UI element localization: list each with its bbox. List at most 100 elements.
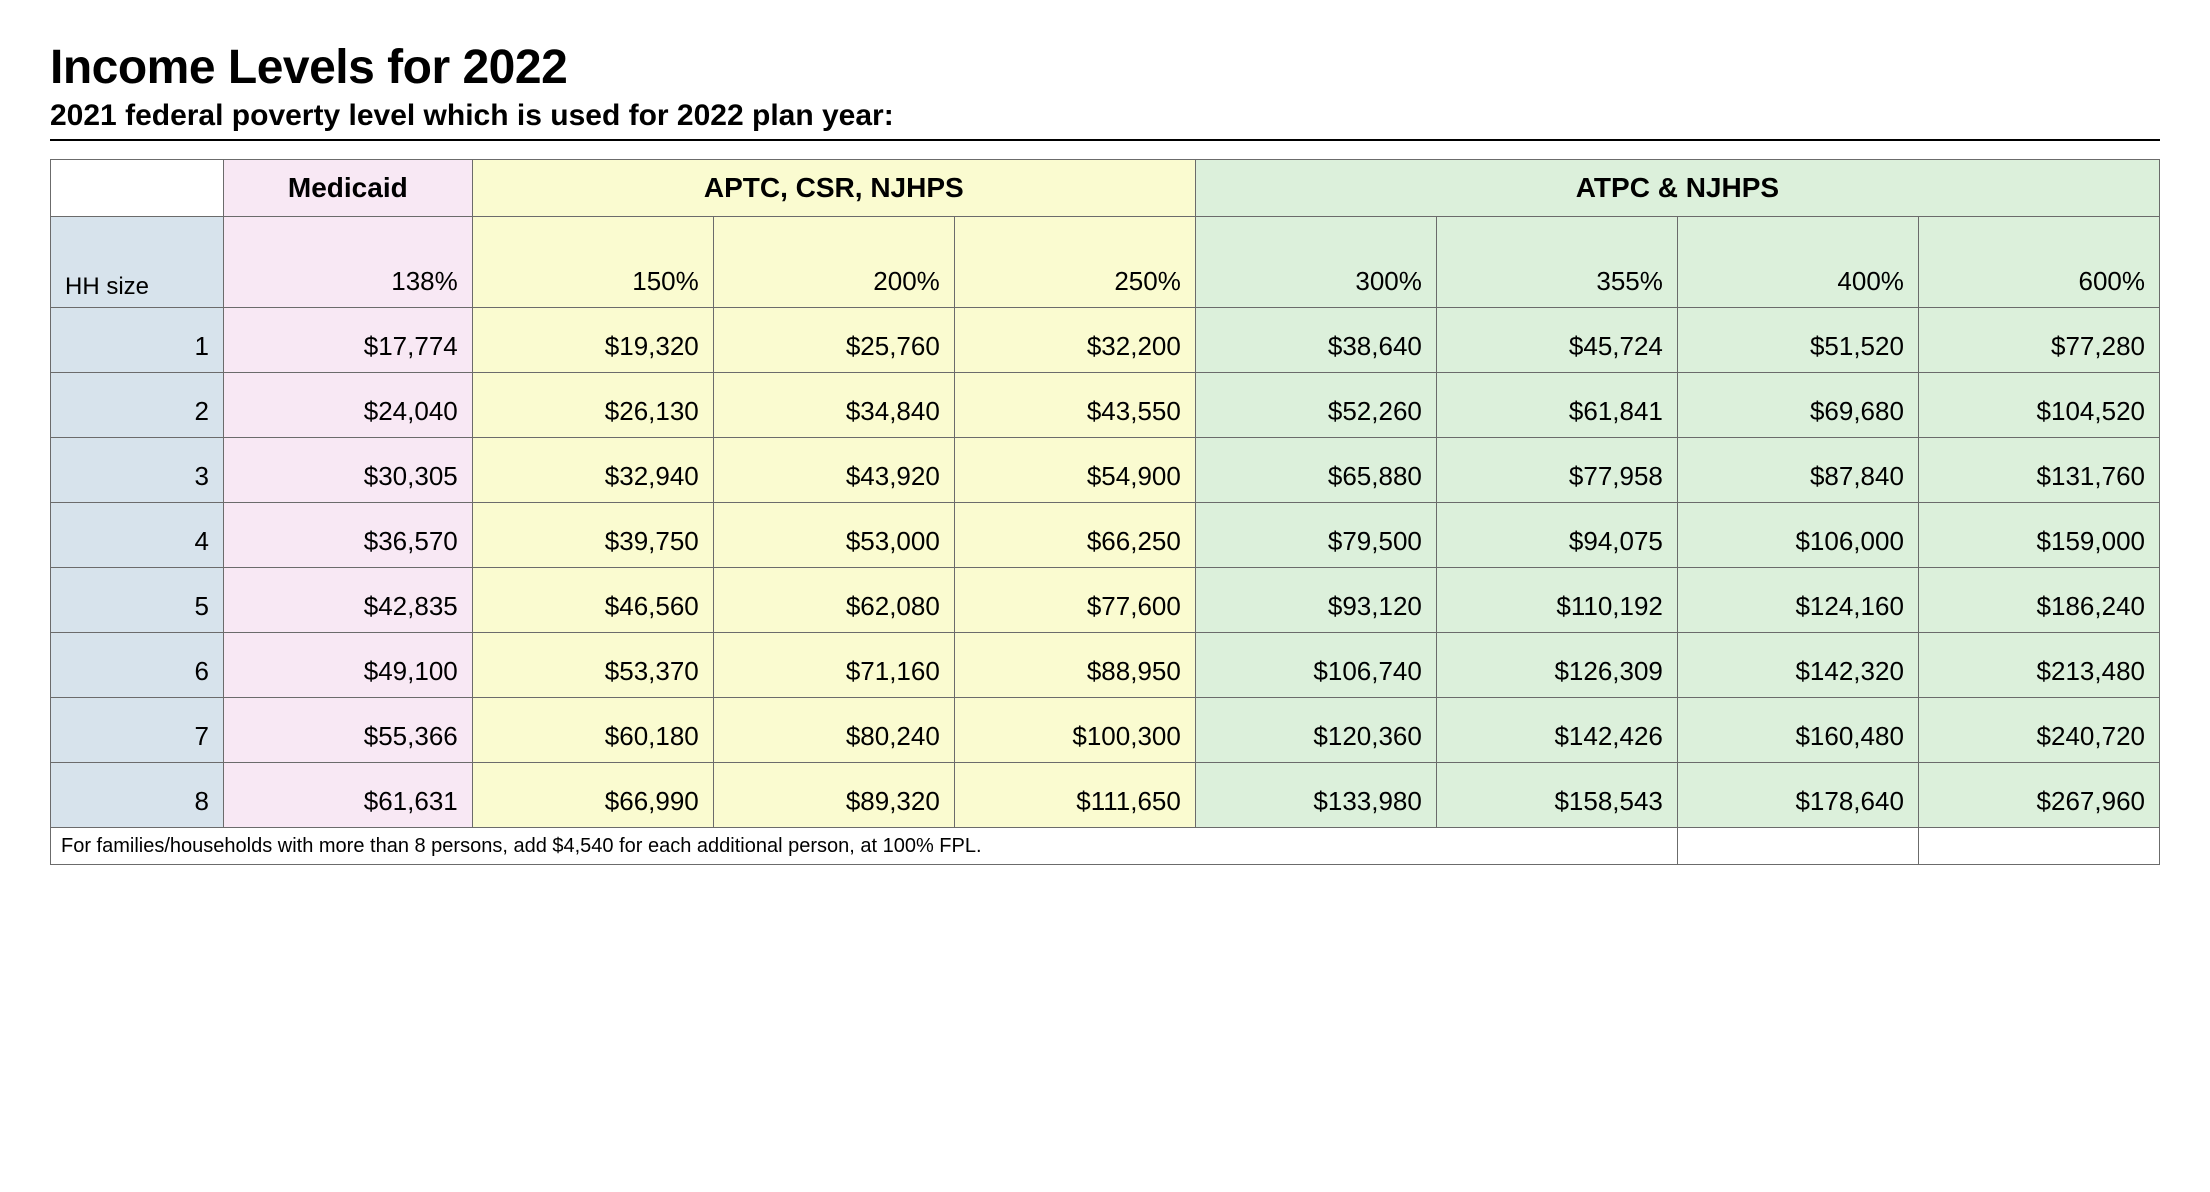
pct-200: 200% — [713, 217, 954, 308]
income-cell: $186,240 — [1918, 568, 2159, 633]
footnote-empty-1 — [1677, 828, 1918, 865]
income-cell: $30,305 — [223, 438, 472, 503]
footnote-empty-2 — [1918, 828, 2159, 865]
group-header-row: Medicaid APTC, CSR, NJHPS ATPC & NJHPS — [51, 160, 2160, 217]
income-cell: $66,250 — [954, 503, 1195, 568]
income-cell: $43,550 — [954, 373, 1195, 438]
income-cell: $17,774 — [223, 308, 472, 373]
footnote-row: For families/households with more than 8… — [51, 828, 2160, 865]
income-cell: $126,309 — [1436, 633, 1677, 698]
table-row: 2$24,040$26,130$34,840$43,550$52,260$61,… — [51, 373, 2160, 438]
income-cell: $142,426 — [1436, 698, 1677, 763]
income-cell: $124,160 — [1677, 568, 1918, 633]
income-cell: $62,080 — [713, 568, 954, 633]
hh-size-cell: 6 — [51, 633, 224, 698]
pct-250: 250% — [954, 217, 1195, 308]
income-cell: $71,160 — [713, 633, 954, 698]
income-cell: $79,500 — [1195, 503, 1436, 568]
income-cell: $104,520 — [1918, 373, 2159, 438]
income-cell: $159,000 — [1918, 503, 2159, 568]
income-cell: $51,520 — [1677, 308, 1918, 373]
income-cell: $133,980 — [1195, 763, 1436, 828]
income-cell: $178,640 — [1677, 763, 1918, 828]
table-row: 5$42,835$46,560$62,080$77,600$93,120$110… — [51, 568, 2160, 633]
hh-size-label: HH size — [51, 217, 224, 308]
pct-355: 355% — [1436, 217, 1677, 308]
income-table: Medicaid APTC, CSR, NJHPS ATPC & NJHPS H… — [50, 159, 2160, 865]
income-cell: $77,280 — [1918, 308, 2159, 373]
income-cell: $106,000 — [1677, 503, 1918, 568]
income-cell: $94,075 — [1436, 503, 1677, 568]
hh-size-cell: 4 — [51, 503, 224, 568]
income-cell: $26,130 — [472, 373, 713, 438]
income-cell: $131,760 — [1918, 438, 2159, 503]
pct-300: 300% — [1195, 217, 1436, 308]
group-header-aptc: APTC, CSR, NJHPS — [472, 160, 1195, 217]
income-cell: $66,990 — [472, 763, 713, 828]
income-cell: $93,120 — [1195, 568, 1436, 633]
table-row: 8$61,631$66,990$89,320$111,650$133,980$1… — [51, 763, 2160, 828]
income-cell: $25,760 — [713, 308, 954, 373]
pct-150: 150% — [472, 217, 713, 308]
income-cell: $36,570 — [223, 503, 472, 568]
page-title: Income Levels for 2022 — [50, 40, 2160, 95]
pct-400: 400% — [1677, 217, 1918, 308]
table-row: 3$30,305$32,940$43,920$54,900$65,880$77,… — [51, 438, 2160, 503]
income-cell: $32,940 — [472, 438, 713, 503]
income-cell: $24,040 — [223, 373, 472, 438]
income-cell: $142,320 — [1677, 633, 1918, 698]
income-cell: $120,360 — [1195, 698, 1436, 763]
income-cell: $89,320 — [713, 763, 954, 828]
hh-size-cell: 5 — [51, 568, 224, 633]
table-row: 1$17,774$19,320$25,760$32,200$38,640$45,… — [51, 308, 2160, 373]
hh-size-cell: 7 — [51, 698, 224, 763]
income-cell: $34,840 — [713, 373, 954, 438]
income-cell: $267,960 — [1918, 763, 2159, 828]
income-cell: $54,900 — [954, 438, 1195, 503]
pct-138: 138% — [223, 217, 472, 308]
income-cell: $77,600 — [954, 568, 1195, 633]
income-cell: $60,180 — [472, 698, 713, 763]
income-table-body: 1$17,774$19,320$25,760$32,200$38,640$45,… — [51, 308, 2160, 828]
income-cell: $87,840 — [1677, 438, 1918, 503]
income-cell: $53,370 — [472, 633, 713, 698]
income-cell: $55,366 — [223, 698, 472, 763]
income-cell: $53,000 — [713, 503, 954, 568]
income-cell: $158,543 — [1436, 763, 1677, 828]
income-cell: $46,560 — [472, 568, 713, 633]
group-header-blank — [51, 160, 224, 217]
income-cell: $77,958 — [1436, 438, 1677, 503]
income-cell: $213,480 — [1918, 633, 2159, 698]
income-cell: $61,631 — [223, 763, 472, 828]
income-cell: $38,640 — [1195, 308, 1436, 373]
table-row: 7$55,366$60,180$80,240$100,300$120,360$1… — [51, 698, 2160, 763]
income-cell: $100,300 — [954, 698, 1195, 763]
percent-header-row: HH size 138% 150% 200% 250% 300% 355% 40… — [51, 217, 2160, 308]
income-cell: $88,950 — [954, 633, 1195, 698]
income-cell: $45,724 — [1436, 308, 1677, 373]
footnote-text: For families/households with more than 8… — [51, 828, 1678, 865]
income-cell: $49,100 — [223, 633, 472, 698]
hh-size-cell: 8 — [51, 763, 224, 828]
title-underline — [50, 139, 2160, 141]
income-cell: $110,192 — [1436, 568, 1677, 633]
group-header-medicaid: Medicaid — [223, 160, 472, 217]
page-subtitle: 2021 federal poverty level which is used… — [50, 99, 2160, 133]
hh-size-cell: 2 — [51, 373, 224, 438]
table-row: 6$49,100$53,370$71,160$88,950$106,740$12… — [51, 633, 2160, 698]
table-row: 4$36,570$39,750$53,000$66,250$79,500$94,… — [51, 503, 2160, 568]
hh-size-cell: 3 — [51, 438, 224, 503]
income-cell: $39,750 — [472, 503, 713, 568]
income-cell: $69,680 — [1677, 373, 1918, 438]
income-cell: $43,920 — [713, 438, 954, 503]
income-cell: $106,740 — [1195, 633, 1436, 698]
group-header-atpc: ATPC & NJHPS — [1195, 160, 2159, 217]
income-cell: $32,200 — [954, 308, 1195, 373]
income-cell: $240,720 — [1918, 698, 2159, 763]
hh-size-cell: 1 — [51, 308, 224, 373]
income-cell: $160,480 — [1677, 698, 1918, 763]
income-cell: $61,841 — [1436, 373, 1677, 438]
income-cell: $65,880 — [1195, 438, 1436, 503]
income-cell: $42,835 — [223, 568, 472, 633]
income-cell: $111,650 — [954, 763, 1195, 828]
